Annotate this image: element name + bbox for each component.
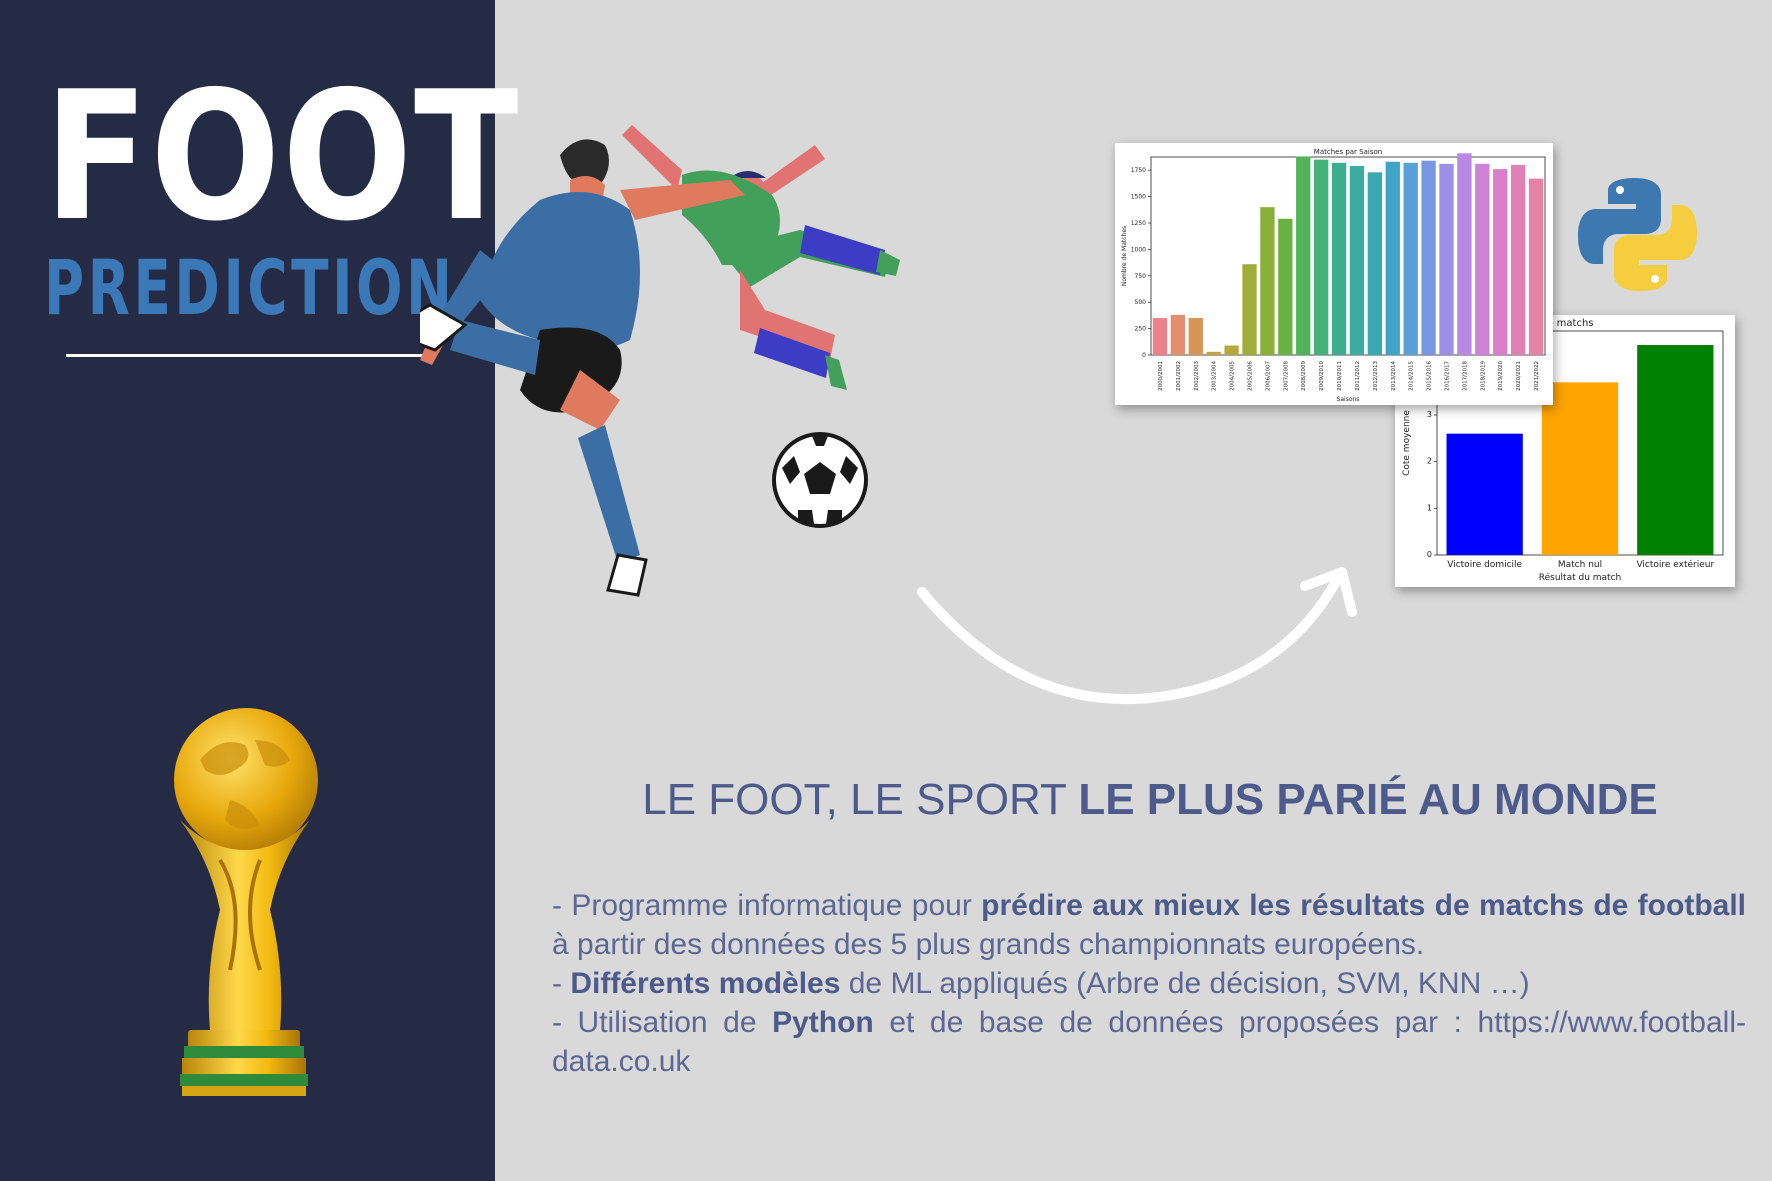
bullet-2: - Différents modèles de ML appliqués (Ar…: [552, 964, 1746, 1003]
x-tick-label: 2018/2019: [1480, 361, 1486, 391]
x-tick-label: Match nul: [1558, 560, 1602, 570]
description: - Programme informatique pour prédire au…: [552, 886, 1746, 1081]
y-tick-label: 750: [1135, 273, 1147, 280]
bar: [1152, 318, 1168, 355]
bar: [1446, 433, 1523, 555]
bullet-1: - Programme informatique pour prédire au…: [552, 886, 1746, 964]
x-tick-label: 2020/2021: [1516, 361, 1522, 391]
sidebar: FOOT PREDICTION: [0, 0, 521, 1181]
y-tick-label: 0: [1142, 352, 1146, 359]
y-axis-label: Nombre de Matches: [1121, 226, 1128, 286]
x-tick-label: 2006/2007: [1265, 361, 1271, 391]
bar: [1528, 178, 1544, 355]
x-tick-label: 2005/2006: [1248, 361, 1254, 391]
title-underline: [66, 354, 430, 357]
curved-arrow-icon: [917, 567, 1357, 705]
python-logo-icon: [1578, 178, 1697, 291]
soccer-ball-icon: [772, 432, 868, 528]
x-tick-label: Victoire extérieur: [1636, 559, 1714, 570]
bullet-3-suffix: et de base de données proposées par : ht…: [552, 1006, 1746, 1078]
bar: [1510, 164, 1526, 355]
bullet-1-suffix: à partir des données des 5 plus grands c…: [552, 928, 1425, 961]
bullet-2-suffix: de ML appliqués (Arbre de décision, SVM,…: [840, 967, 1530, 1000]
bullet-2-prefix: -: [552, 967, 571, 1000]
bar: [1242, 264, 1257, 355]
y-axis-label: Cote moyenne: [1402, 410, 1412, 476]
bar: [1403, 162, 1418, 355]
x-axis-label: Résultat du match: [1539, 572, 1621, 583]
x-tick-label: 2009/2010: [1319, 361, 1325, 391]
matches-per-season-chart: Matches par Saison 0 250 500 750 1000 1250 1500…: [1115, 143, 1553, 405]
plot-frame: [1150, 156, 1546, 356]
x-tick-label: 2021/2022: [1534, 361, 1540, 391]
bar: [1313, 159, 1329, 355]
x-tick-label: 2016/2017: [1445, 361, 1451, 391]
bar: [1331, 162, 1347, 355]
x-tick-label: 2014/2015: [1409, 361, 1415, 391]
x-tick-label: 2015/2016: [1427, 361, 1433, 391]
y-tick-label: 1000: [1131, 246, 1146, 253]
x-tick-label: 2019/2020: [1498, 361, 1504, 391]
x-tick-label: 2010/2011: [1337, 361, 1343, 391]
bullet-3-bold: Python: [772, 1006, 874, 1039]
headline: LE FOOT, LE SPORT LE PLUS PARIÉ AU MONDE: [560, 770, 1740, 830]
x-tick-label: 2000/2001: [1158, 361, 1164, 391]
headline-part1: LE FOOT, LE SPORT: [642, 775, 1079, 824]
bullet-2-bold: Différents modèles: [570, 967, 841, 1000]
world-cup-trophy-icon: [174, 708, 318, 1096]
bar: [1188, 318, 1203, 355]
bullet-1-bold: prédire aux mieux les résultats de match…: [981, 889, 1746, 922]
x-tick-label: Victoire domicile: [1447, 560, 1522, 570]
bullet-3: - Utilisation de Python et de base de do…: [552, 1003, 1746, 1081]
x-tick-label: 2001/2002: [1176, 361, 1182, 391]
y-tick-label: 1250: [1131, 220, 1146, 227]
y-tick-label: 1500: [1131, 194, 1146, 201]
x-tick-label: 2017/2018: [1462, 361, 1468, 391]
bullet-3-prefix: - Utilisation de: [552, 1006, 773, 1039]
x-tick-label: 2008/2009: [1301, 361, 1307, 391]
bar: [1541, 382, 1619, 555]
bar: [1260, 207, 1275, 355]
title-foot: FOOT: [44, 53, 521, 260]
x-tick-label: 2012/2013: [1373, 361, 1379, 391]
bar: [1206, 351, 1221, 355]
bar: [1170, 314, 1186, 355]
footballer-kicking-illustration: [420, 125, 900, 597]
bar: [1385, 161, 1400, 355]
y-tick-label: 2: [1427, 457, 1432, 466]
bar: [1457, 153, 1472, 355]
y-tick-label: 1750: [1131, 167, 1146, 174]
x-tick-label: 2002/2003: [1194, 361, 1200, 391]
kicker-figure: [420, 139, 745, 597]
bar: [1224, 345, 1239, 355]
y-tick-label: 3: [1427, 410, 1432, 419]
x-tick-label: 2004/2005: [1230, 361, 1236, 391]
bar: [1421, 160, 1436, 355]
goalkeeper-figure: [622, 125, 900, 390]
bar: [1296, 156, 1311, 355]
x-tick-label: 2007/2008: [1283, 361, 1289, 391]
y-tick-label: 1: [1427, 503, 1432, 512]
x-tick-label: 2013/2014: [1391, 361, 1397, 391]
title-prediction: PREDICTION: [44, 243, 456, 332]
bar: [1278, 218, 1293, 355]
y-tick-label: 0: [1427, 550, 1432, 559]
bar: [1493, 169, 1508, 355]
bar: [1439, 163, 1454, 355]
bar: [1349, 165, 1365, 355]
x-tick-label: 2003/2004: [1212, 361, 1218, 391]
bar: [1475, 163, 1490, 355]
x-axis-label: Saisons: [1337, 396, 1360, 403]
bar: [1367, 172, 1383, 355]
y-tick-label: 500: [1135, 299, 1147, 306]
x-tick-label: 2011/2012: [1355, 361, 1361, 391]
bar: [1637, 345, 1714, 555]
headline-part2: LE PLUS PARIÉ AU MONDE: [1078, 775, 1658, 824]
bullet-1-prefix: - Programme informatique pour: [552, 889, 982, 922]
y-tick-label: 250: [1135, 326, 1147, 333]
chart-title: Matches par Saison: [1314, 148, 1382, 156]
